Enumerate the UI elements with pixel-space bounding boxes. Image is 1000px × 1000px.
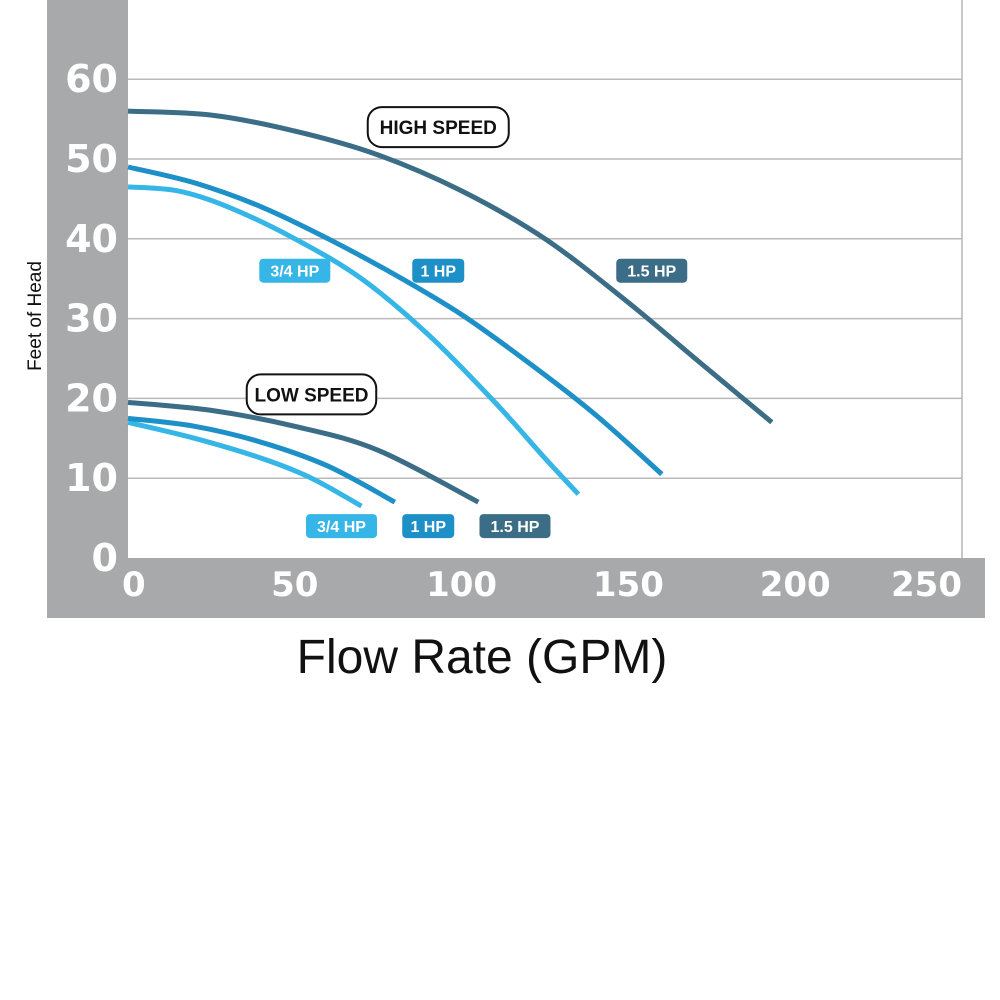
badge-background — [479, 514, 551, 539]
pump-curves — [127, 108, 774, 509]
y-tick-label: 20 — [65, 376, 118, 420]
x-tick-label: 0 — [122, 565, 146, 605]
series-label-badge: 3/4 HP — [259, 258, 331, 283]
badge-background — [306, 514, 378, 539]
series-label-badge: 1.5 HP — [479, 514, 551, 539]
y-tick-label: 50 — [65, 137, 118, 181]
y-tick-label: 60 — [65, 57, 118, 101]
x-tick-label: 150 — [593, 565, 664, 605]
y-axis-title: Feet of Head — [25, 261, 46, 371]
speed-label-pill — [366, 106, 510, 149]
high-speed-1hp-curve — [127, 164, 664, 477]
speed-group-label: HIGH SPEED — [366, 106, 510, 149]
y-tick-label: 40 — [65, 217, 118, 261]
speed-label-pill — [245, 373, 378, 416]
series-label-badge: 1 HP — [412, 258, 465, 283]
series-label-badge: 1.5 HP — [616, 258, 688, 283]
badge-text: 1.5 HP — [491, 519, 540, 536]
plot-area — [128, 0, 962, 558]
high-speed-1.5hp-curve — [127, 108, 774, 425]
y-tick-label: 10 — [65, 456, 118, 500]
series-labels: 3/4 HP 1 HP 1.5 HP 3/4 HP 1 HP 1.5 HP — [259, 258, 688, 539]
series-label-badge: 3/4 HP — [306, 514, 378, 539]
x-axis-title: Flow Rate (GPM) — [297, 631, 668, 684]
badge-text: 3/4 HP — [317, 519, 366, 536]
low-speed-1hp-curve — [127, 415, 397, 505]
speed-group-label: LOW SPEED — [245, 373, 378, 416]
low-speed-1.5hp-curve — [127, 399, 480, 505]
y-tick-labels: 0 10 20 30 40 50 60 — [65, 57, 118, 580]
badge-text: 1 HP — [410, 519, 446, 536]
badge-text: 1.5 HP — [627, 264, 676, 281]
x-axis-band — [47, 558, 985, 618]
badge-background — [402, 514, 455, 539]
high-speed-3-4hp-curve — [127, 184, 581, 496]
speed-label-text: HIGH SPEED — [380, 118, 497, 139]
series-label-badge: 1 HP — [402, 514, 455, 539]
badge-text: 3/4 HP — [270, 264, 319, 281]
badge-background — [259, 258, 331, 283]
x-tick-labels: 0 50 100 150 200 250 — [122, 565, 962, 605]
badge-text: 1 HP — [420, 264, 456, 281]
badge-background — [616, 258, 688, 283]
x-tick-label: 50 — [271, 565, 318, 605]
y-axis-band — [47, 0, 128, 618]
y-tick-label: 30 — [65, 297, 118, 341]
y-tick-label: 0 — [92, 536, 118, 580]
low-speed-3-4hp-curve — [127, 419, 363, 509]
x-tick-label: 100 — [426, 565, 497, 605]
badge-background — [412, 258, 465, 283]
speed-label-text: LOW SPEED — [254, 385, 368, 406]
x-tick-label: 200 — [760, 565, 831, 605]
speed-labels: HIGH SPEED LOW SPEED — [245, 106, 510, 416]
x-tick-label: 250 — [891, 565, 962, 605]
